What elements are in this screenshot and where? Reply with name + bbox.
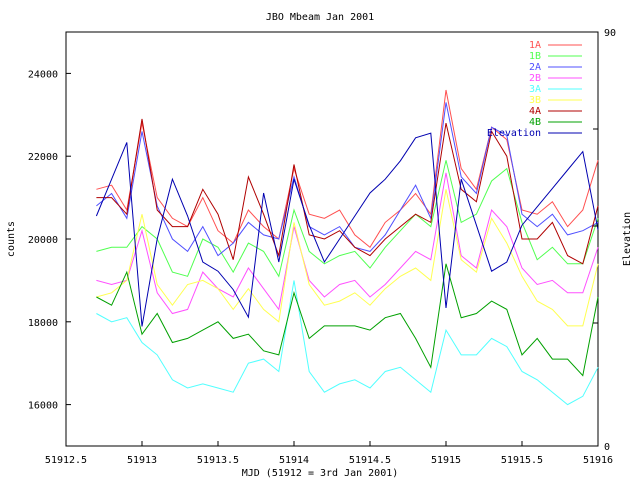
x-tick-label: 51912.5 xyxy=(45,455,87,466)
y2-tick-label: 90 xyxy=(604,28,616,39)
x-axis: 51912.5 51913 51913.5 51914 51914.5 51915 5191… xyxy=(45,441,613,466)
y-tick-label: 16000 xyxy=(28,401,58,412)
legend-label: 2A xyxy=(529,62,541,73)
legend-label: 3A xyxy=(529,84,541,95)
series-line-elevation xyxy=(95,132,599,327)
legend-label: 4B xyxy=(529,117,541,128)
y-axis-label: counts xyxy=(6,221,17,257)
x-tick-label: 51916 xyxy=(583,455,613,466)
legend-label: Elevation xyxy=(487,128,541,139)
series-line-2a xyxy=(96,102,599,257)
series-line-4b xyxy=(96,263,599,377)
x-tick-label: 51913 xyxy=(127,455,157,466)
series-line-1b xyxy=(96,160,599,278)
x-tick-label: 51914 xyxy=(279,455,309,466)
y2-tick-label: 0 xyxy=(604,442,610,453)
plot-frame xyxy=(65,31,599,447)
y-axis: 16000 18000 20000 22000 24000 xyxy=(28,69,71,412)
x-tick-label: 51913.5 xyxy=(197,455,239,466)
y-tick-label: 20000 xyxy=(28,235,58,246)
legend-label: 3B xyxy=(529,95,541,106)
series-line-3b xyxy=(96,189,599,327)
chart-title: JBO Mbeam Jan 2001 xyxy=(266,12,374,23)
legend-label: 1B xyxy=(529,51,541,62)
y2-axis: 0 90 xyxy=(593,28,616,453)
legend-label: 2B xyxy=(529,73,541,84)
series-line-4a xyxy=(96,118,599,265)
x-tick-label: 51914.5 xyxy=(349,455,391,466)
y2-axis-label: Elevation xyxy=(622,212,633,266)
series-line-3a xyxy=(96,280,599,406)
legend-label: 4A xyxy=(529,106,541,117)
series-line-2b xyxy=(96,172,599,315)
y-tick-label: 24000 xyxy=(28,69,58,80)
x-tick-label: 51915.5 xyxy=(501,455,543,466)
legend-label: 1A xyxy=(529,40,541,51)
y-tick-label: 18000 xyxy=(28,318,58,329)
x-axis-label: MJD (51912 = 3rd Jan 2001) xyxy=(242,468,399,479)
y-tick-label: 22000 xyxy=(28,152,58,163)
series-lines xyxy=(95,89,599,406)
x-tick-label: 51915 xyxy=(431,455,461,466)
